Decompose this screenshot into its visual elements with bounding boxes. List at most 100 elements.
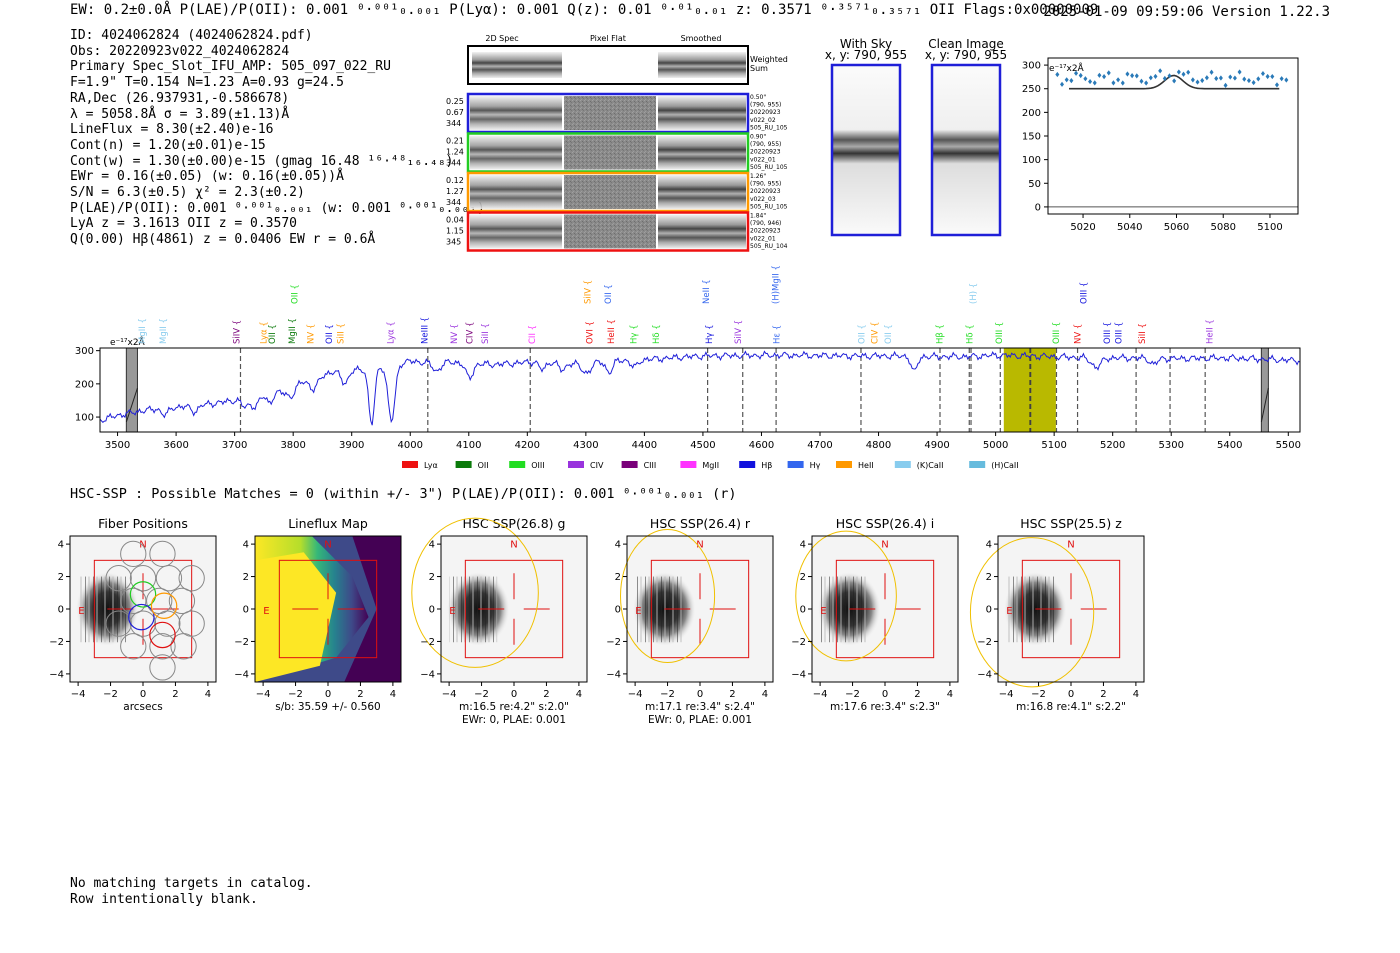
fiber-meta: 20220923 xyxy=(750,228,781,235)
data-point xyxy=(1092,80,1097,86)
x-tick-label: 4400 xyxy=(632,440,657,451)
legend-swatch xyxy=(787,461,804,468)
col-header-pixel-flat: Pixel Flat xyxy=(590,34,626,43)
hsc-match-ellipse xyxy=(795,530,897,662)
legend-label: OIII xyxy=(531,461,544,470)
cutout-caption: m:17.6 re:3.4" s:2.3" xyxy=(830,701,940,713)
line-label-text: OIII { xyxy=(1103,322,1113,344)
line-label-text: MgII { xyxy=(138,318,148,344)
fiber-meta: 20220923 xyxy=(750,149,781,156)
spectral-line-label: OII { xyxy=(268,324,278,344)
weighted-sum-strip: Weighted Sum xyxy=(467,45,788,85)
cutout-x-tick-label: 0 xyxy=(511,689,517,700)
footer-line-1: No matching targets in catalog. xyxy=(70,876,313,891)
fiber-stat: 345 xyxy=(446,238,461,247)
cutout-caption: s/b: 35.59 +/- 0.560 xyxy=(275,701,380,713)
spectral-line-label: OII { xyxy=(604,284,614,304)
hsc-match-ellipse xyxy=(411,517,539,668)
fiber-row-frame xyxy=(466,132,750,173)
fiber-smoothed xyxy=(658,135,746,170)
fiber-pixel-flat xyxy=(564,175,656,209)
line-label-text: OIII { xyxy=(1115,322,1125,344)
spectral-line-label: Lyα { xyxy=(386,321,396,344)
fiber-stat: 344 xyxy=(446,198,461,207)
fiber-circle xyxy=(155,565,183,592)
line-label-text: SiIV { xyxy=(734,320,744,344)
info-lya-z: LyA z = 3.1613 OII z = 0.3570 xyxy=(70,216,297,232)
sky-panels: With Sky x, y: 790, 955 Clean Image x, y… xyxy=(825,37,1007,237)
fiber-stat: 344 xyxy=(446,159,461,168)
footer-notes: No matching targets in catalog. Row inte… xyxy=(70,876,313,907)
cutout-x-tick-label: 4 xyxy=(390,689,396,700)
fiber-circle-red xyxy=(149,621,176,649)
zoom-x-tick-label: 5100 xyxy=(1257,222,1282,233)
hsc-cutouts: Fiber Positions N E −4 −4 −2 −2 0 0 2 2 4 4 arcsecs Li… xyxy=(49,516,1145,726)
zoom-y-tick-label: 150 xyxy=(1022,132,1041,143)
fiber-meta: (790, 955) xyxy=(750,141,781,148)
line-label-text: Hδ { xyxy=(965,324,975,344)
legend-label: HeII xyxy=(858,461,874,470)
cutout-y-tick-label: 4 xyxy=(986,540,992,551)
info-lambda: λ = 5058.8Å σ = 3.89(±1.13)Å xyxy=(70,106,290,122)
fiber-meta: 505_RU_105 xyxy=(750,164,788,171)
full-spectrum-chart: 3500 3600 3700 3800 3900 4000 4100 4200 4300 4400… xyxy=(75,265,1301,470)
spectral-line-label: Hδ { xyxy=(965,324,975,344)
cutout-x-tick-label: 0 xyxy=(1068,689,1074,700)
x-tick-label: 4500 xyxy=(690,440,715,451)
cutout-x-tick-label: −2 xyxy=(1031,689,1046,700)
header-summary: EW: 0.2±0.0Å P(LAE)/P(OII): 0.001 ⁰·⁰⁰¹₀… xyxy=(70,2,1099,18)
data-point xyxy=(1134,73,1139,79)
line-label-text: CII { xyxy=(528,325,538,344)
fiber-circle xyxy=(105,565,132,592)
fiber-circle xyxy=(168,587,196,615)
fiber-meta: 20220923 xyxy=(750,109,781,116)
compass-north: N xyxy=(1067,539,1074,550)
line-label-text: SiII { xyxy=(481,323,491,344)
data-point xyxy=(1284,77,1289,83)
x-tick-label: 4300 xyxy=(573,440,598,451)
data-point xyxy=(1055,71,1060,78)
fiber-meta: 505_RU_105 xyxy=(750,203,788,210)
line-label-text: (H) { xyxy=(969,283,979,304)
spectral-line-label: NeIII { xyxy=(420,317,430,344)
cutout-caption: m:16.8 re:4.1" s:2.2" xyxy=(1016,701,1126,713)
cutout-y-tick-label: 4 xyxy=(243,540,249,551)
weighted-label: Weighted xyxy=(750,55,788,64)
col-header-smoothed: Smoothed xyxy=(681,34,722,43)
x-tick-label: 5100 xyxy=(1041,440,1066,451)
fiber-2d-spec xyxy=(470,135,562,170)
line-label-text: MgII { xyxy=(159,318,169,344)
spectral-line-label: (H)MgII { xyxy=(772,265,782,304)
spectral-line-label: OII { xyxy=(884,324,894,344)
legend-label: Lyα xyxy=(424,461,438,470)
spectral-line-label: MgII { xyxy=(138,318,148,344)
compass-north: N xyxy=(139,539,146,550)
info-lineflux: LineFlux = 8.30(±2.40)e-16 xyxy=(70,122,274,138)
line-label-text: OII { xyxy=(604,284,614,304)
fiber-meta: 505_RU_104 xyxy=(750,243,788,250)
cutout-y-tick-label: −4 xyxy=(977,669,992,680)
zoom-y-tick-label: 50 xyxy=(1028,179,1041,190)
legend-label: CIV xyxy=(590,461,604,470)
fiber-row-frame xyxy=(466,211,750,252)
data-point xyxy=(1130,73,1135,79)
cutout-y-tick-label: 0 xyxy=(429,605,435,616)
data-point xyxy=(1060,81,1065,87)
spectral-line-label: OIII { xyxy=(1052,322,1062,344)
aperture-box xyxy=(650,559,750,659)
cutout-caption: m:17.1 re:3.4" s:2.4" xyxy=(645,701,755,713)
spectral-line-label: NV { xyxy=(307,324,317,344)
aperture-box xyxy=(1021,559,1121,659)
data-point xyxy=(1106,70,1111,76)
spectral-line-label: NeII { xyxy=(702,279,712,304)
fit-model-line xyxy=(1069,74,1280,90)
cutout-x-tick-label: 0 xyxy=(882,689,888,700)
data-point xyxy=(1186,69,1191,75)
data-point xyxy=(1260,70,1265,77)
spectral-line-label: Hγ { xyxy=(705,324,715,344)
line-label-text: SiIV { xyxy=(584,280,594,304)
cutout-x-tick-label: 4 xyxy=(762,689,768,700)
x-tick-label: 5200 xyxy=(1100,440,1125,451)
legend-label: Hβ xyxy=(761,461,772,470)
legend-label: CIII xyxy=(644,461,657,470)
